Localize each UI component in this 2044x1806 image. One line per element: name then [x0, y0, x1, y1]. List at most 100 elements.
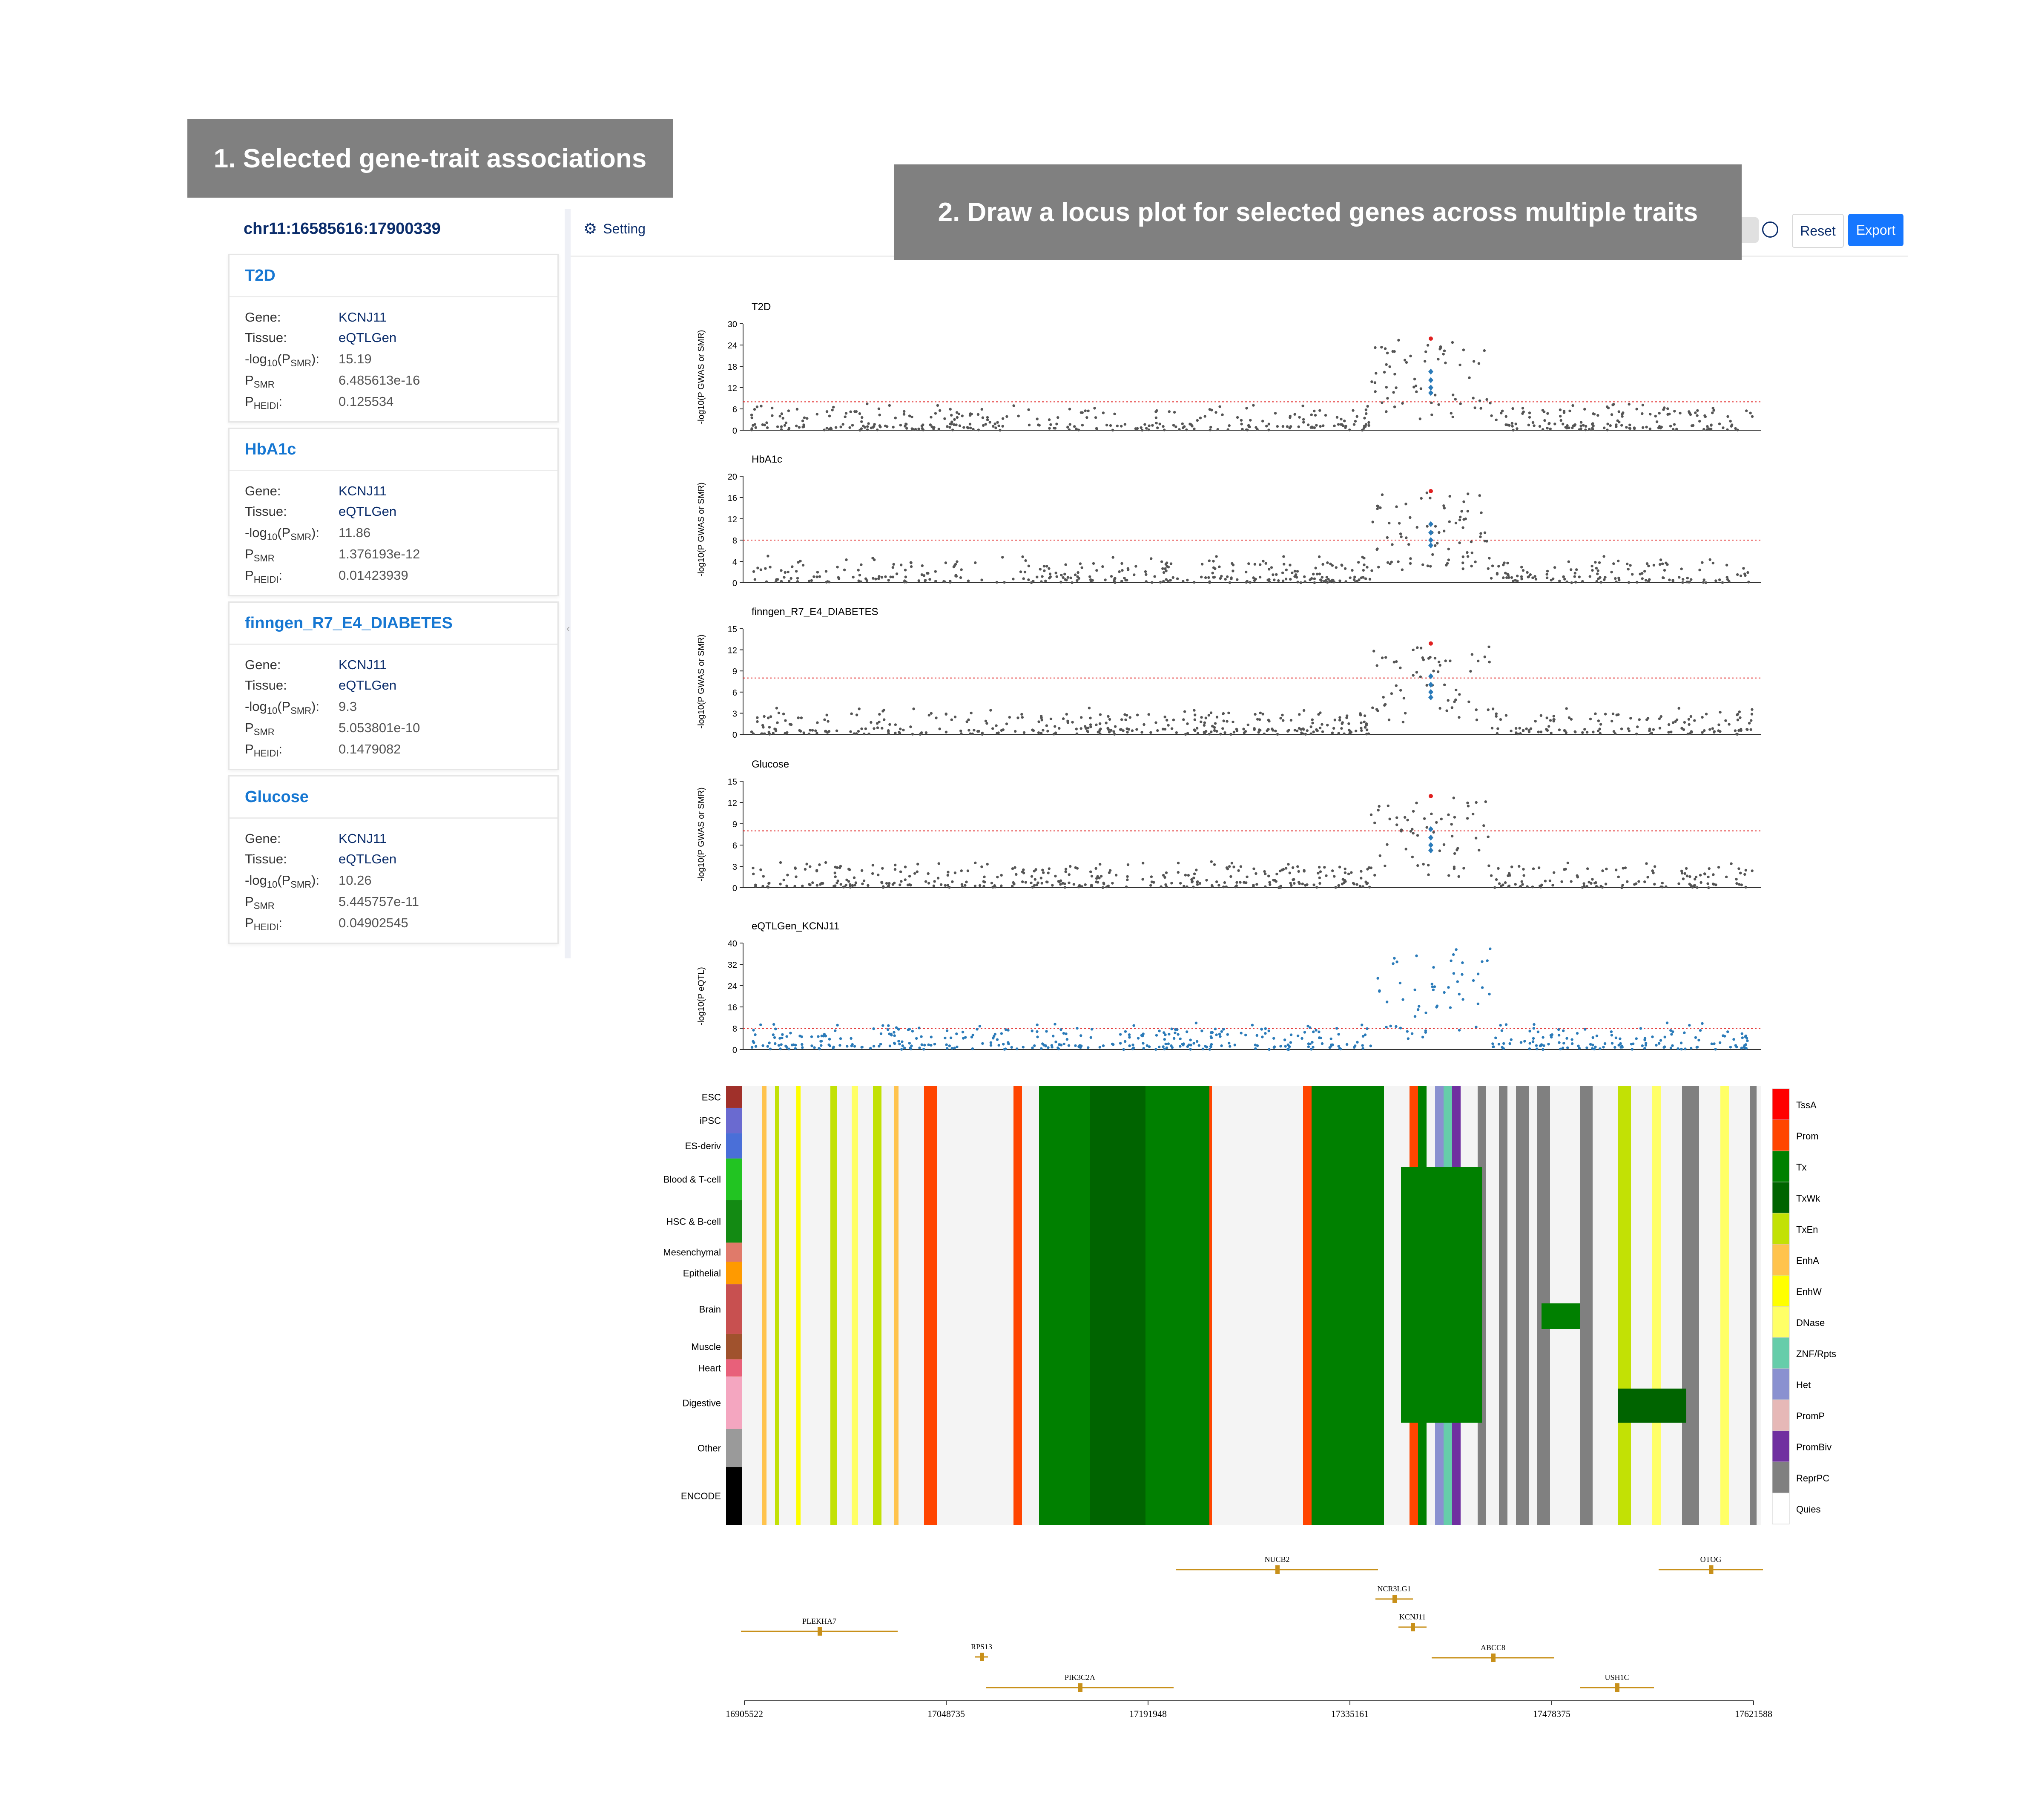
- snp-point: [1450, 411, 1453, 415]
- snp-point: [1318, 409, 1321, 412]
- export-button[interactable]: Export: [1848, 214, 1903, 246]
- snp-point: [1281, 425, 1285, 428]
- snp-point: [1468, 376, 1471, 379]
- legend-swatch: [1772, 1088, 1790, 1120]
- snp-point: [1458, 716, 1461, 719]
- snp-point: [1203, 415, 1206, 418]
- snp-point: [1440, 817, 1443, 821]
- snp-point: [1281, 579, 1285, 582]
- x-tick-label: 17335161: [1331, 1708, 1369, 1719]
- trait-name[interactable]: Glucose: [230, 776, 557, 819]
- snp-point: [1036, 1023, 1039, 1027]
- reset-button[interactable]: Reset: [1792, 214, 1844, 248]
- snp-point: [1191, 880, 1194, 883]
- snp-point: [1680, 871, 1684, 875]
- snp-point: [1344, 580, 1347, 583]
- snp-point: [1014, 730, 1017, 733]
- trait-name[interactable]: T2D: [230, 255, 557, 297]
- chromatin-state-column: [775, 1086, 779, 1525]
- snp-point: [765, 580, 768, 583]
- snp-point: [1286, 730, 1289, 733]
- snp-point: [1458, 518, 1461, 521]
- snp-point: [1520, 575, 1523, 578]
- snp-point: [894, 417, 897, 420]
- snp-point: [1461, 561, 1464, 564]
- snp-point: [1046, 730, 1049, 733]
- snp-point: [1022, 577, 1025, 580]
- snp-point: [1289, 882, 1292, 885]
- x-tick-label: 17048735: [927, 1708, 965, 1719]
- snp-point: [784, 719, 787, 722]
- snp-point: [1087, 726, 1090, 730]
- snp-point: [778, 1037, 781, 1040]
- snp-point: [996, 875, 999, 879]
- snp-point: [772, 1023, 775, 1026]
- snp-point: [1369, 1044, 1372, 1047]
- snp-point: [1163, 716, 1166, 719]
- snp-point: [763, 715, 766, 718]
- snp-point: [1605, 867, 1608, 871]
- snp-point: [1358, 578, 1361, 581]
- snp-point: [1527, 423, 1530, 426]
- association-card[interactable]: HbA1c Gene: KCNJ11 Tissue: eQTLGen -log10(PSM…: [228, 428, 559, 596]
- snp-point: [1375, 664, 1378, 667]
- snp-point: [893, 1041, 896, 1045]
- snp-point: [955, 1032, 958, 1035]
- snp-point: [967, 579, 970, 582]
- snp-point: [946, 874, 949, 877]
- trait-name[interactable]: finngen_R7_E4_DIABETES: [230, 603, 557, 645]
- snp-point: [1485, 398, 1488, 401]
- snp-point: [1520, 566, 1523, 569]
- snp-point: [1337, 732, 1340, 735]
- snp-point: [990, 881, 993, 885]
- snp-point: [1409, 562, 1412, 565]
- snp-point: [1352, 882, 1355, 885]
- snp-point: [1107, 715, 1110, 718]
- snp-point: [1256, 718, 1259, 721]
- snp-point: [1167, 724, 1170, 727]
- panel-splitter[interactable]: [565, 209, 571, 958]
- snp-point: [1386, 1001, 1389, 1004]
- snp-point: [1601, 886, 1604, 889]
- snp-point: [1573, 575, 1576, 578]
- pheidi-label: PHEIDI:: [245, 568, 282, 585]
- snp-point: [1341, 722, 1344, 725]
- snp-point: [1596, 414, 1599, 417]
- snp-point: [1519, 1041, 1523, 1044]
- snp-point: [1482, 824, 1485, 827]
- association-card[interactable]: finngen_R7_E4_DIABETES Gene: KCNJ11 Tissue:…: [228, 601, 559, 770]
- snp-point: [1643, 1047, 1646, 1050]
- trait-name[interactable]: HbA1c: [230, 429, 557, 471]
- y-tick-label: 12: [728, 799, 737, 808]
- snp-point: [944, 730, 948, 733]
- snp-point: [1406, 1030, 1409, 1033]
- snp-point: [1100, 874, 1103, 878]
- y-tick-label: 8: [732, 536, 737, 546]
- snp-point: [981, 416, 985, 419]
- snp-point: [1397, 339, 1400, 342]
- snp-point: [849, 883, 852, 886]
- snp-point: [1147, 428, 1150, 431]
- snp-point: [1240, 419, 1243, 422]
- gene-value: KCNJ11: [339, 831, 387, 846]
- snp-point: [1286, 425, 1289, 428]
- snp-point: [1560, 880, 1563, 883]
- snp-point: [1528, 1030, 1531, 1032]
- snp-point: [1075, 728, 1078, 730]
- snp-point: [1559, 408, 1562, 411]
- snp-point: [1701, 1022, 1704, 1025]
- association-card[interactable]: T2D Gene: KCNJ11 Tissue: eQTLGen -log10(PSMR)…: [228, 254, 559, 423]
- collapse-handle-icon[interactable]: ‹: [566, 622, 570, 635]
- snp-point: [824, 570, 828, 573]
- snp-point: [878, 575, 881, 578]
- zoom-out-icon[interactable]: [1762, 221, 1778, 238]
- setting-button[interactable]: ⚙ Setting: [583, 220, 646, 238]
- snp-point: [1376, 504, 1379, 508]
- snp-point: [1497, 565, 1500, 568]
- snp-point: [1478, 399, 1481, 403]
- association-card[interactable]: Glucose Gene: KCNJ11 Tissue: eQTLGen -log10(P…: [228, 775, 559, 944]
- snp-point: [754, 885, 757, 888]
- lead-snp-point: [1429, 336, 1433, 341]
- snp-point: [902, 413, 906, 416]
- snp-point: [1475, 708, 1478, 711]
